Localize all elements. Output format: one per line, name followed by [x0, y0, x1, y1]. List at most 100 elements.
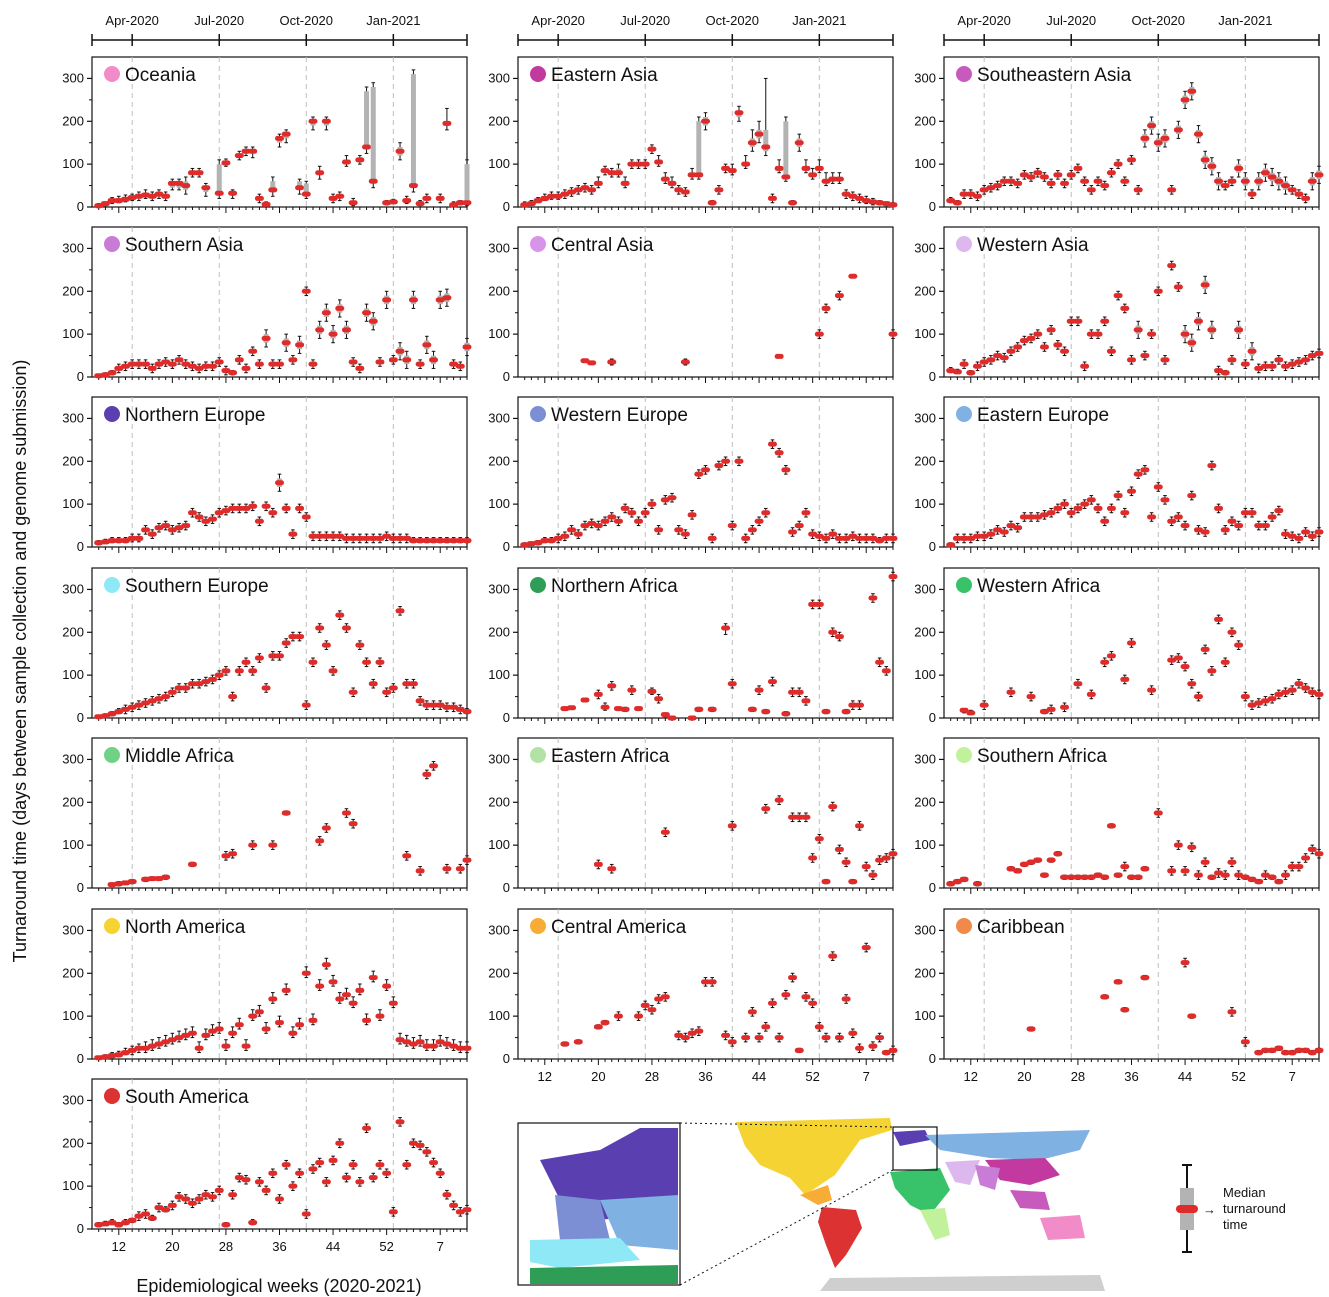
median-marker	[254, 655, 264, 661]
median-marker	[620, 180, 630, 186]
median-marker	[607, 514, 617, 520]
median-marker	[767, 679, 777, 685]
median-marker	[1120, 864, 1130, 870]
median-marker	[315, 838, 325, 844]
median-marker	[281, 810, 291, 816]
date-tick-label: Apr-2020	[531, 13, 584, 28]
median-marker	[154, 1041, 164, 1047]
median-marker	[141, 527, 151, 533]
median-marker	[261, 1026, 271, 1032]
y-tick-label: 100	[488, 1008, 510, 1023]
median-marker	[587, 360, 597, 366]
median-marker	[328, 331, 338, 337]
median-marker	[808, 172, 818, 178]
median-marker	[627, 161, 637, 167]
median-marker	[1234, 165, 1244, 171]
median-marker	[154, 525, 164, 531]
median-marker	[301, 514, 311, 520]
median-marker	[1227, 178, 1237, 184]
median-marker	[1106, 823, 1116, 829]
median-marker	[1287, 361, 1297, 367]
median-marker	[888, 535, 898, 541]
median-marker	[986, 357, 996, 363]
median-marker	[1254, 365, 1264, 371]
median-marker	[281, 640, 291, 646]
median-marker	[301, 191, 311, 197]
median-marker	[747, 140, 757, 146]
median-marker	[881, 668, 891, 674]
median-marker	[442, 866, 452, 872]
median-marker	[187, 1030, 197, 1036]
median-marker	[335, 533, 345, 539]
median-marker	[134, 1045, 144, 1051]
box	[783, 121, 789, 180]
date-tick-label: Jul-2020	[1046, 13, 1096, 28]
median-marker	[801, 165, 811, 171]
median-marker	[221, 853, 231, 859]
median-marker	[1173, 655, 1183, 661]
median-marker	[972, 193, 982, 199]
median-marker	[993, 183, 1003, 189]
panel-title: Middle Africa	[125, 746, 234, 767]
median-marker	[1106, 348, 1116, 354]
median-marker	[1113, 872, 1123, 878]
median-marker	[1260, 698, 1270, 704]
median-marker	[841, 535, 851, 541]
median-marker	[1220, 659, 1230, 665]
median-marker	[187, 861, 197, 867]
median-marker	[1173, 514, 1183, 520]
median-marker	[1274, 508, 1284, 514]
median-marker	[1274, 691, 1284, 697]
panel-title: Eastern Asia	[551, 65, 658, 86]
median-marker	[1200, 646, 1210, 652]
median-marker	[1294, 535, 1304, 541]
median-marker	[442, 538, 452, 544]
median-marker	[1147, 514, 1157, 520]
y-tick-label: 200	[488, 283, 510, 298]
median-marker	[248, 503, 258, 509]
median-marker	[1140, 866, 1150, 872]
box	[464, 164, 470, 205]
median-marker	[727, 823, 737, 829]
median-marker	[774, 797, 784, 803]
median-marker	[781, 174, 791, 180]
median-marker	[620, 706, 630, 712]
median-marker	[821, 535, 831, 541]
median-marker	[382, 689, 392, 695]
median-marker	[966, 191, 976, 197]
median-marker	[855, 702, 865, 708]
median-marker	[114, 709, 124, 715]
median-marker	[1039, 174, 1049, 180]
region-color-dot	[104, 406, 120, 422]
median-marker	[1187, 88, 1197, 94]
median-marker	[952, 369, 962, 375]
median-marker	[328, 195, 338, 201]
median-marker	[1167, 518, 1177, 524]
median-marker	[455, 1045, 465, 1051]
median-marker	[127, 704, 137, 710]
median-marker	[741, 535, 751, 541]
median-marker	[362, 144, 372, 150]
median-marker	[634, 706, 644, 712]
median-marker	[221, 1043, 231, 1049]
median-marker	[1167, 657, 1177, 663]
median-marker	[214, 359, 224, 365]
median-marker	[767, 441, 777, 447]
median-marker	[1234, 327, 1244, 333]
median-marker	[634, 161, 644, 167]
y-tick-label: 300	[488, 751, 510, 766]
median-marker	[321, 825, 331, 831]
median-marker	[801, 510, 811, 516]
median-marker	[134, 535, 144, 541]
region-color-dot	[104, 577, 120, 593]
region-color-dot	[956, 236, 972, 252]
median-marker	[1100, 183, 1110, 189]
median-marker	[161, 1039, 171, 1045]
y-tick-label: 0	[503, 1051, 510, 1066]
median-marker	[141, 700, 151, 706]
y-tick-label: 100	[914, 667, 936, 682]
median-marker	[654, 696, 664, 702]
median-marker	[647, 501, 657, 507]
median-marker	[161, 359, 171, 365]
median-marker	[660, 712, 670, 718]
